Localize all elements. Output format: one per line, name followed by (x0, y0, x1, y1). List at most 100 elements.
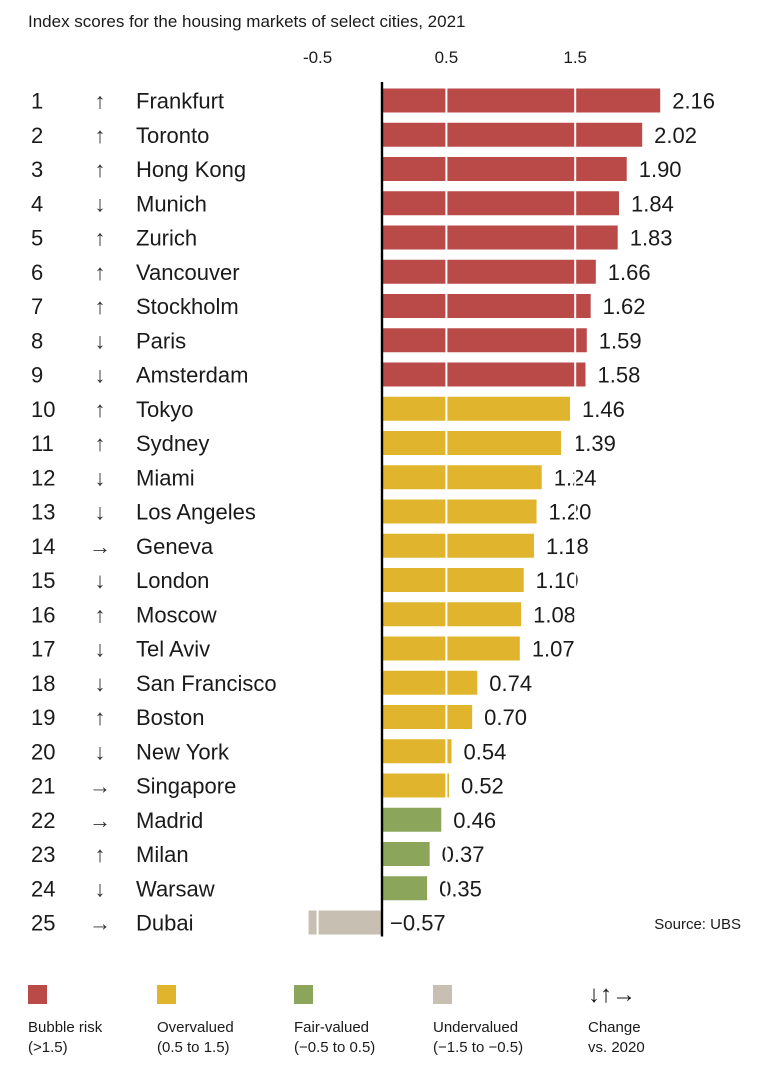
legend-bubble-risk: Bubble risk (>1.5) (28, 985, 102, 1056)
bar (382, 807, 442, 832)
city-label: Madrid (136, 808, 203, 833)
arrow-up-icon: ↑ (95, 123, 106, 148)
arrows-icon: ↓↑→ (588, 981, 636, 1008)
arrow-down-icon: ↓ (95, 500, 106, 525)
value-label: 1.62 (603, 294, 646, 319)
bar (382, 533, 534, 558)
rank-label: 8 (31, 328, 43, 353)
arrow-right-icon: → (89, 911, 111, 936)
bar (382, 465, 542, 490)
city-label: Amsterdam (136, 363, 248, 388)
value-label: 2.02 (654, 123, 697, 148)
rank-label: 25 (31, 911, 55, 936)
bar (382, 88, 661, 113)
value-label: 1.90 (639, 157, 682, 182)
legend-overvalued: Overvalued (0.5 to 1.5) (157, 985, 234, 1056)
city-label: Tokyo (136, 397, 193, 422)
rank-label: 24 (31, 876, 55, 901)
value-label: 1.66 (608, 260, 651, 285)
arrow-up-icon: ↑ (95, 397, 106, 422)
city-label: Los Angeles (136, 500, 256, 525)
city-label: Frankfurt (136, 89, 224, 114)
rank-label: 16 (31, 602, 55, 627)
legend-label-change: Change vs. 2020 (588, 1019, 645, 1056)
rank-label: 18 (31, 671, 55, 696)
bar (382, 773, 449, 798)
arrow-up-icon: ↑ (95, 260, 106, 285)
value-label: 0.46 (453, 808, 496, 833)
bar (382, 739, 452, 764)
tick-label: 1.5 (563, 48, 587, 67)
value-label: 1.10 (536, 568, 579, 593)
arrow-up-icon: ↑ (95, 602, 106, 627)
rank-label: 3 (31, 157, 43, 182)
arrow-up-icon: ↑ (95, 431, 106, 456)
bar (382, 259, 596, 284)
city-label: Munich (136, 191, 207, 216)
bar (382, 362, 586, 387)
value-label: 0.52 (461, 774, 504, 799)
bar (382, 499, 537, 524)
bar (382, 225, 618, 250)
legend-swatch-bubble (28, 985, 47, 1004)
bar (382, 842, 430, 866)
legend-swatch-overvalued (157, 985, 176, 1004)
value-label: 1.07 (532, 637, 575, 662)
value-label: 2.16 (672, 89, 715, 114)
arrow-right-icon: → (89, 774, 111, 799)
city-label: Vancouver (136, 260, 240, 285)
arrow-up-icon: ↑ (95, 842, 106, 867)
city-label: San Francisco (136, 671, 277, 696)
arrow-up-icon: ↑ (95, 294, 106, 319)
value-label: 1.84 (631, 191, 674, 216)
legend-swatch-fair (294, 985, 313, 1004)
bar (382, 396, 571, 421)
value-label: 1.83 (630, 226, 673, 251)
rank-label: 11 (31, 431, 54, 456)
bar (382, 876, 428, 901)
bar (382, 431, 562, 455)
arrow-down-icon: ↓ (95, 363, 106, 388)
rank-label: 6 (31, 260, 43, 285)
value-label: 1.59 (599, 328, 642, 353)
value-label: 0.54 (464, 739, 507, 764)
rank-label: 21 (31, 774, 55, 799)
arrow-down-icon: ↓ (95, 568, 106, 593)
city-label: Moscow (136, 602, 217, 627)
legend-label-overvalued: Overvalued (0.5 to 1.5) (157, 1019, 234, 1056)
x-axis-ticks: -0.5 0.5 1.5 (303, 48, 587, 67)
bar (382, 568, 524, 592)
chart-title: Index scores for the housing markets of … (28, 12, 466, 31)
arrow-right-icon: → (89, 534, 111, 559)
chart-rows: 1 ↑ Frankfurt 2.16 2 ↑ Toronto 2.02 3 ↑ Hong Kong 1… (31, 88, 715, 936)
tick-label: 0.5 (435, 48, 459, 67)
legend-label-bubble: Bubble risk (>1.5) (28, 1019, 103, 1056)
city-label: Stockholm (136, 294, 239, 319)
city-label: Hong Kong (136, 157, 246, 182)
arrow-down-icon: ↓ (95, 739, 106, 764)
legend-undervalued: Undervalued (−1.5 to −0.5) (433, 985, 523, 1056)
legend-swatch-undervalued (433, 985, 452, 1004)
rank-label: 4 (31, 191, 43, 216)
city-label: Tel Aviv (136, 637, 210, 662)
legend-change: ↓↑→ Change vs. 2020 (588, 981, 645, 1057)
rank-label: 17 (31, 637, 55, 662)
value-label: 0.70 (484, 705, 527, 730)
rank-label: 7 (31, 294, 43, 319)
value-label: 1.08 (533, 602, 576, 627)
legend-label-fair: Fair-valued (−0.5 to 0.5) (294, 1019, 376, 1056)
city-label: London (136, 568, 209, 593)
rank-label: 1 (31, 89, 43, 114)
bar (382, 294, 591, 318)
arrow-down-icon: ↓ (95, 671, 106, 696)
city-label: Boston (136, 705, 205, 730)
city-label: Milan (136, 842, 189, 867)
arrow-up-icon: ↑ (95, 157, 106, 182)
value-label: 1.46 (582, 397, 625, 422)
city-label: Toronto (136, 123, 209, 148)
bar (382, 602, 522, 627)
city-label: New York (136, 739, 230, 764)
bar (382, 636, 520, 661)
rank-label: 5 (31, 226, 43, 251)
rank-label: 2 (31, 123, 43, 148)
